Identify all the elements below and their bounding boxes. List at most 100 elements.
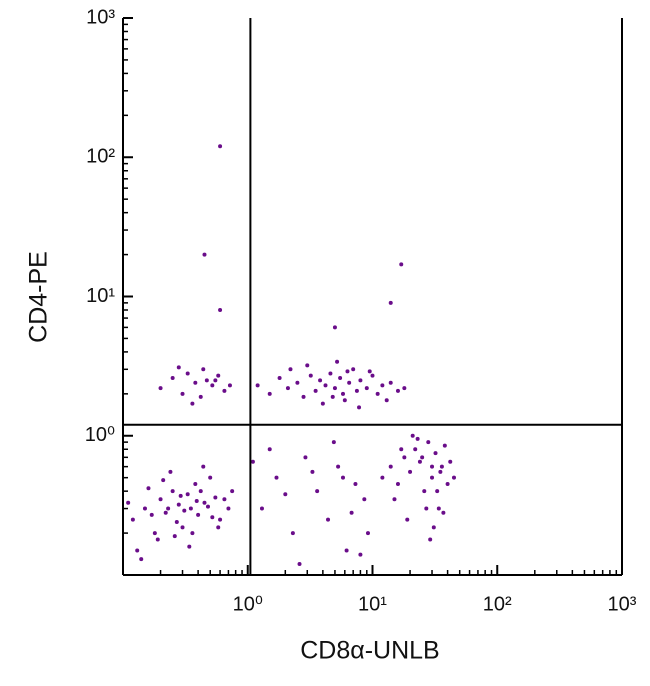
dot (182, 508, 187, 513)
dot (139, 557, 144, 562)
dot (358, 378, 363, 383)
dot (388, 300, 393, 305)
dot (277, 375, 282, 380)
dot (428, 537, 433, 542)
dot (380, 383, 385, 388)
dot (424, 506, 429, 511)
y-tick-label: 10¹ (86, 285, 115, 307)
dot (420, 455, 425, 460)
dot (375, 391, 380, 396)
dot (330, 394, 335, 399)
dot (405, 517, 410, 522)
dot (336, 464, 341, 469)
dot (267, 447, 272, 452)
dot (190, 531, 195, 536)
dot (326, 517, 331, 522)
dot (158, 497, 163, 502)
dot (170, 489, 175, 494)
dot (210, 515, 215, 520)
dot (185, 492, 190, 497)
dot (395, 482, 400, 487)
dot (250, 459, 255, 464)
dot (180, 391, 185, 396)
dot (168, 469, 173, 474)
dot (210, 383, 215, 388)
dot (295, 380, 300, 385)
dot (218, 517, 223, 522)
dot (347, 380, 352, 385)
dot (320, 401, 325, 406)
dot (218, 144, 223, 149)
dot (395, 388, 400, 393)
dot (442, 443, 447, 448)
dot (135, 548, 140, 553)
dot (303, 455, 308, 460)
dot (194, 498, 199, 503)
dot (155, 537, 160, 542)
dot (430, 475, 435, 480)
dot (318, 378, 323, 383)
dot (435, 489, 440, 494)
dot (392, 497, 397, 502)
dot (180, 525, 185, 530)
dot (187, 544, 192, 549)
dot (255, 383, 260, 388)
dot (436, 506, 441, 511)
dot (448, 459, 453, 464)
dot (227, 383, 232, 388)
dot (226, 506, 231, 511)
dot (142, 506, 147, 511)
y-tick-label: 10² (86, 146, 115, 168)
dot (451, 475, 456, 480)
dot (202, 500, 207, 505)
dot (417, 459, 422, 464)
dot (439, 464, 444, 469)
dot (332, 325, 337, 330)
x-tick-label: 10³ (608, 593, 637, 615)
dot (380, 475, 385, 480)
dot (415, 436, 420, 441)
dot (357, 405, 362, 410)
dot (201, 367, 206, 372)
dot (335, 359, 340, 364)
dot (402, 386, 407, 391)
dot (216, 373, 221, 378)
dot (130, 517, 135, 522)
dot (178, 493, 183, 498)
dot (340, 475, 345, 480)
dot (358, 552, 363, 557)
dot (399, 262, 404, 267)
dot (196, 512, 201, 517)
dot (274, 475, 279, 480)
dot (313, 388, 318, 393)
dot (204, 378, 209, 383)
dot (399, 447, 404, 452)
dot (205, 504, 210, 509)
dot (388, 380, 393, 385)
dot (370, 373, 375, 378)
dot (315, 489, 320, 494)
dot (208, 475, 213, 480)
dot (426, 440, 431, 445)
dot (174, 520, 179, 525)
dot (267, 391, 272, 396)
dot (222, 388, 227, 393)
y-tick-label: 10³ (86, 6, 115, 28)
x-axis-label: CD8α-UNLB (300, 637, 439, 665)
dot (146, 486, 151, 491)
dot (285, 386, 290, 391)
dot (362, 497, 367, 502)
dot (202, 252, 207, 257)
dot (188, 506, 193, 511)
dot (331, 440, 336, 445)
dot (297, 561, 302, 566)
dot (193, 380, 198, 385)
dot (172, 534, 177, 539)
dot (353, 482, 358, 487)
dot (445, 482, 450, 487)
dot (332, 386, 337, 391)
dot (216, 525, 221, 530)
dot (323, 383, 328, 388)
dot (301, 394, 306, 399)
